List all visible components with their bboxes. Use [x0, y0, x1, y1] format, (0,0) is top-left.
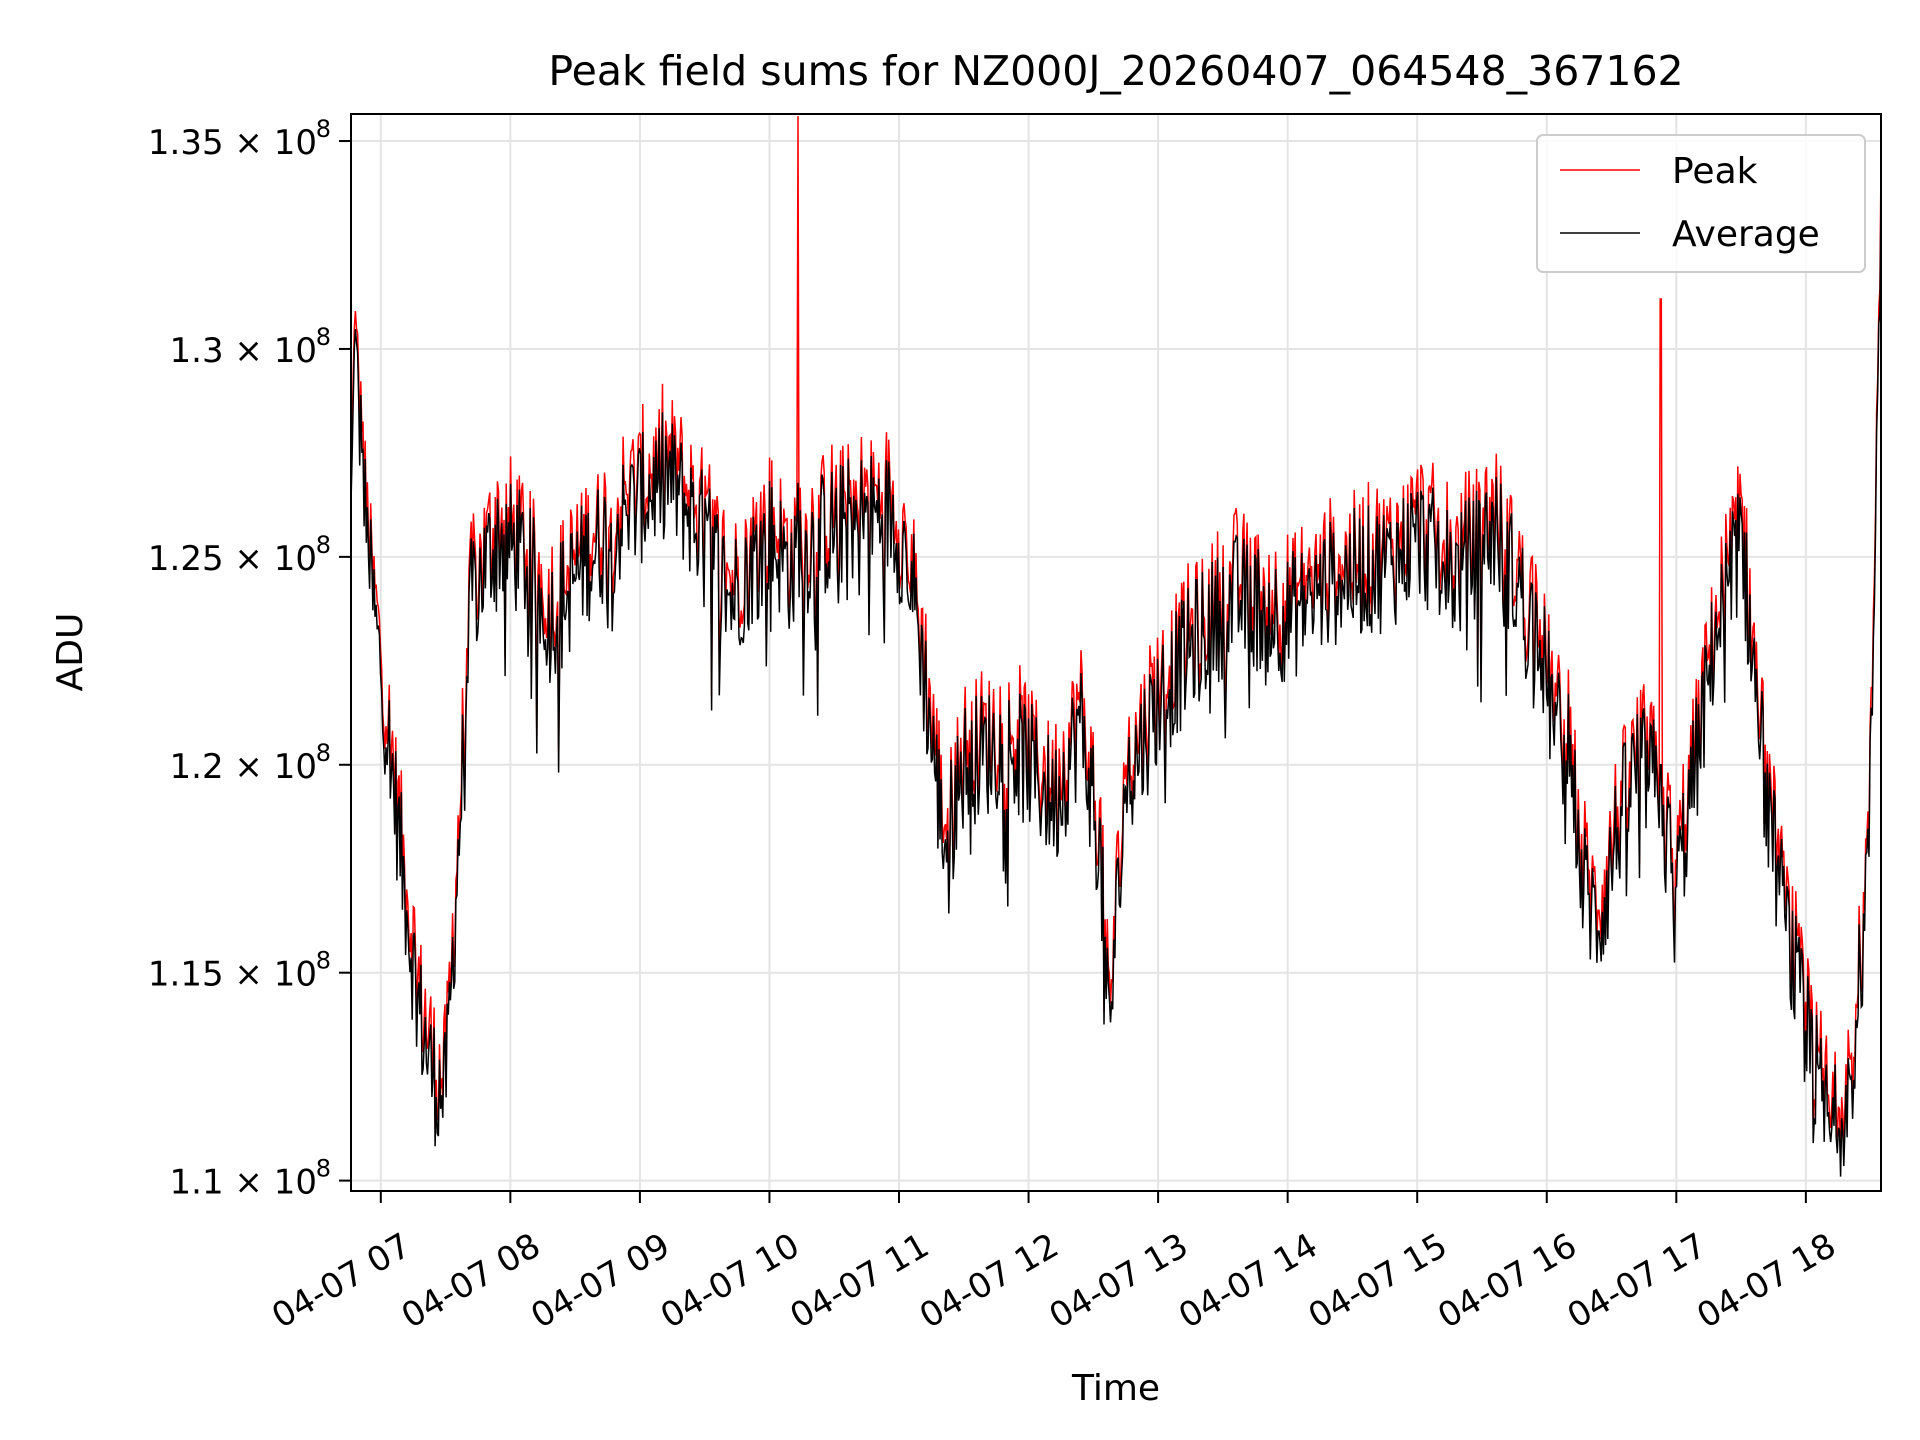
- y-tick-label: 1.1 × 10: [170, 1163, 317, 1203]
- y-tick-label: 1.15 × 10: [148, 955, 317, 995]
- series-average-line: [350, 190, 1882, 1177]
- y-tick-exponent: 8: [316, 1155, 331, 1183]
- y-tick-exponent: 8: [316, 947, 331, 975]
- legend-average-label: Average: [1672, 214, 1820, 255]
- chart-title: Peak field sums for NZ000J_20260407_0645…: [548, 47, 1683, 95]
- y-tick-label: 1.3 × 10: [170, 331, 317, 371]
- y-tick-label: 1.35 × 10: [148, 123, 317, 163]
- y-tick-exponent: 8: [316, 739, 331, 767]
- y-tick-label: 1.2 × 10: [170, 747, 317, 787]
- y-tick-exponent: 8: [316, 115, 331, 143]
- series-layer: [350, 116, 1882, 1177]
- legend-peak-label: Peak: [1672, 151, 1758, 192]
- y-tick-label: 1.25 × 10: [148, 539, 317, 579]
- legend: Peak Average: [1536, 134, 1866, 273]
- y-tick-exponent: 8: [316, 323, 331, 351]
- x-axis-label: Time: [1071, 1368, 1160, 1409]
- y-axis-label: ADU: [50, 613, 91, 692]
- plot-frame: [350, 113, 1882, 1192]
- y-tick-exponent: 8: [316, 531, 331, 559]
